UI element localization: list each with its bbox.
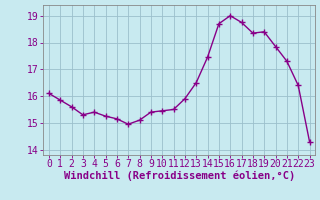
- X-axis label: Windchill (Refroidissement éolien,°C): Windchill (Refroidissement éolien,°C): [64, 171, 295, 181]
